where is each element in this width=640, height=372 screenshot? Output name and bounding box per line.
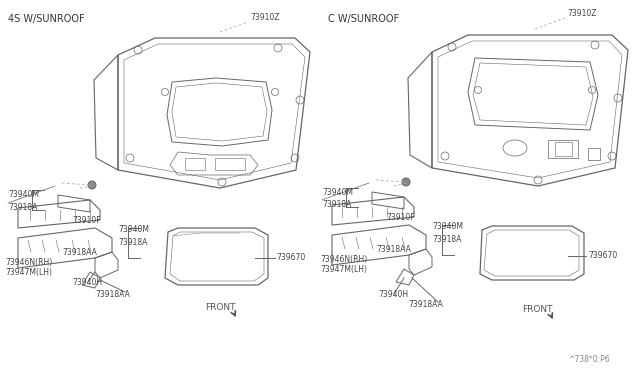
Text: 73918A: 73918A: [8, 203, 37, 212]
Text: 73918A: 73918A: [322, 200, 351, 209]
Text: 73910F: 73910F: [72, 216, 100, 225]
Text: C W/SUNROOF: C W/SUNROOF: [328, 14, 399, 24]
Text: 73910Z: 73910Z: [567, 9, 596, 18]
Text: ^738*0:P6: ^738*0:P6: [568, 355, 610, 364]
Circle shape: [402, 178, 410, 186]
Circle shape: [88, 181, 96, 189]
Text: 73947M(LH): 73947M(LH): [5, 268, 52, 277]
Text: 4S W/SUNROOF: 4S W/SUNROOF: [8, 14, 84, 24]
Text: 73940M: 73940M: [8, 190, 39, 199]
Text: 73940M: 73940M: [432, 222, 463, 231]
Text: 73940M: 73940M: [322, 188, 353, 197]
Text: 739670: 739670: [588, 251, 617, 260]
Text: 73910F: 73910F: [386, 213, 415, 222]
Text: 73918AA: 73918AA: [95, 290, 130, 299]
Text: FRONT: FRONT: [205, 304, 236, 312]
Text: 73947M(LH): 73947M(LH): [320, 265, 367, 274]
Text: 73918AA: 73918AA: [408, 300, 443, 309]
Text: 73918A: 73918A: [432, 235, 461, 244]
Text: 739670: 739670: [276, 253, 305, 263]
Text: 73940H: 73940H: [72, 278, 102, 287]
Text: 73918AA: 73918AA: [376, 245, 411, 254]
Text: 73918A: 73918A: [118, 238, 147, 247]
Text: 73946N(RH): 73946N(RH): [5, 258, 52, 267]
Text: 73918AA: 73918AA: [62, 248, 97, 257]
Text: FRONT: FRONT: [522, 305, 552, 314]
Text: 73946N(RH): 73946N(RH): [320, 255, 367, 264]
Text: 73940H: 73940H: [378, 290, 408, 299]
Text: 73940M: 73940M: [118, 225, 149, 234]
Text: 73910Z: 73910Z: [250, 13, 280, 22]
